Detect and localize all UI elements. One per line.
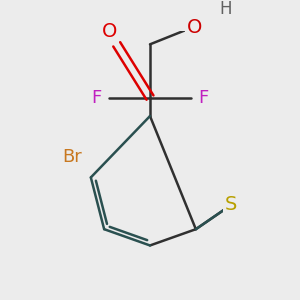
Text: O: O: [187, 18, 202, 37]
Text: S: S: [225, 195, 238, 214]
Text: O: O: [102, 22, 117, 40]
Text: F: F: [198, 88, 208, 106]
Text: H: H: [219, 0, 232, 18]
Text: F: F: [92, 88, 102, 106]
Text: Br: Br: [62, 148, 82, 166]
